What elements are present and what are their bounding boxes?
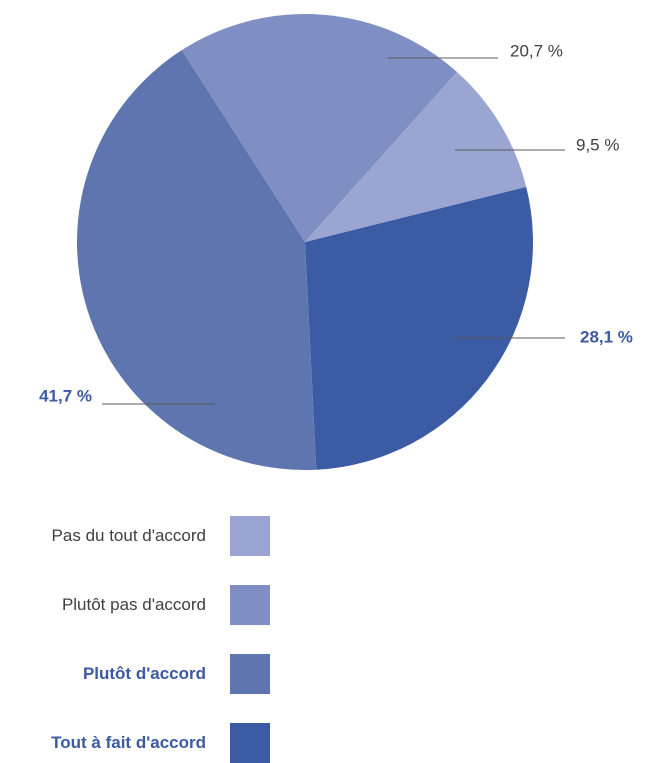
data-label-3: 9,5 %: [576, 135, 619, 154]
legend-swatch-pas-du-tout-d-accord: [230, 516, 270, 556]
legend-item-plutot-pas-d-accord: Plutôt pas d'accord: [62, 585, 270, 625]
legend-label-pas-du-tout-d-accord: Pas du tout d'accord: [51, 526, 206, 545]
legend-label-plutot-d-accord: Plutôt d'accord: [82, 664, 206, 683]
pie-chart: 28,1 % 41,7 % 20,7 % 9,5 %: [39, 14, 633, 470]
legend-label-tout-a-fait-d-accord: Tout à fait d'accord: [51, 733, 206, 752]
data-label-1: 41,7 %: [39, 386, 92, 405]
legend-swatch-plutot-pas-d-accord: [230, 585, 270, 625]
pie-slice-1: [77, 50, 317, 470]
data-label-0: 28,1 %: [580, 327, 633, 346]
pie-slice-0: [305, 186, 534, 470]
data-label-2: 20,7 %: [510, 41, 563, 60]
pie-slice-2: [181, 14, 457, 242]
legend-swatch-tout-a-fait-d-accord: [230, 723, 270, 763]
legend-item-tout-a-fait-d-accord: Tout à fait d'accord: [51, 723, 270, 763]
legend-swatch-plutot-d-accord: [230, 654, 270, 694]
pie-slice-3: [305, 72, 527, 242]
legend-item-plutot-d-accord: Plutôt d'accord: [83, 654, 270, 694]
legend-item-pas-du-tout-d-accord: Pas du tout d'accord: [52, 516, 270, 556]
legend-label-plutot-pas-d-accord: Plutôt pas d'accord: [61, 595, 206, 614]
